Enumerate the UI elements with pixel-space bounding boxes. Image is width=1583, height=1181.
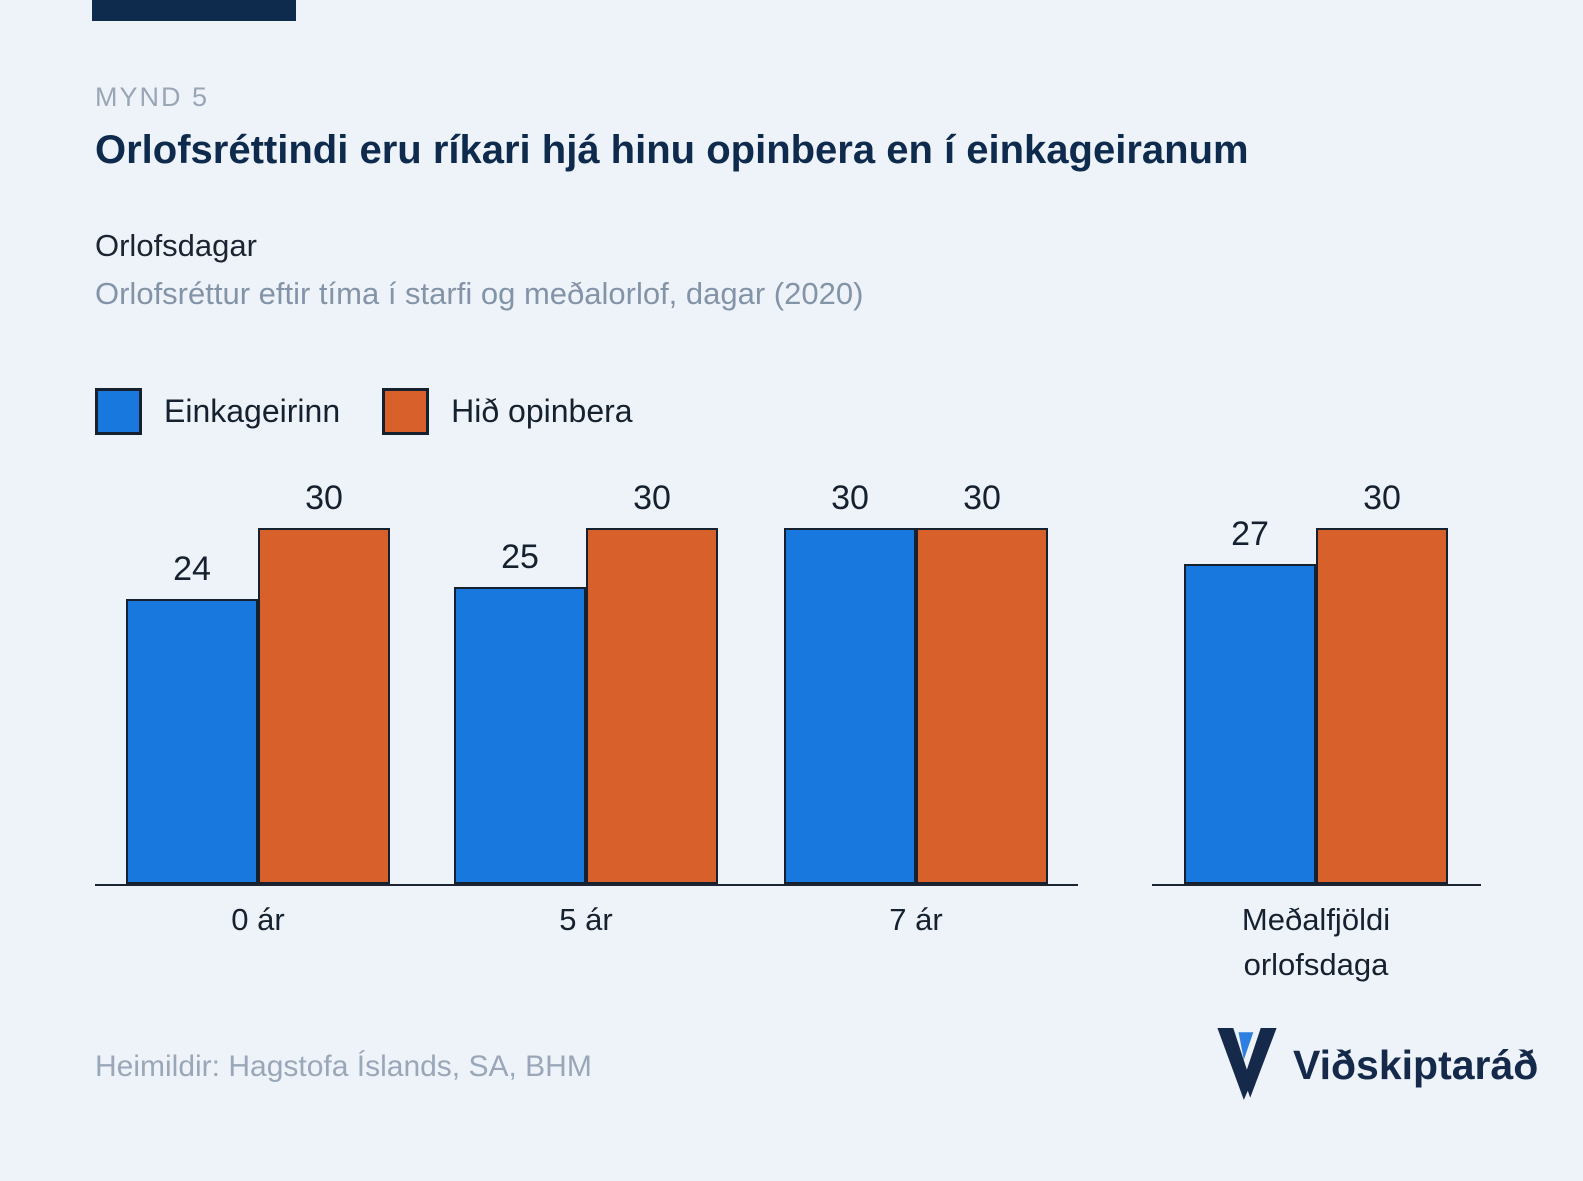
legend-item-private: Einkageirinn (95, 388, 340, 435)
bar (126, 599, 258, 884)
page-title: Orlofsréttindi eru ríkari hjá hinu opinb… (95, 128, 1249, 172)
vidskiptarad-logo-icon (1217, 1028, 1277, 1100)
bar-value-label: 30 (963, 479, 1001, 517)
bar-value-label: 30 (305, 479, 343, 517)
figure-label: MYND 5 (95, 82, 210, 112)
bar (586, 528, 718, 884)
category-label: Meðalfjöldi orlofsdaga (1241, 902, 1391, 982)
bar (454, 587, 586, 884)
logo-text: Viðskiptaráð (1293, 1041, 1539, 1088)
legend-label-private: Einkageirinn (164, 393, 341, 429)
source-note: Heimildir: Hagstofa Íslands, SA, BHM (95, 1050, 592, 1083)
chart-legend: Einkageirinn Hið opinbera (95, 388, 633, 435)
legend-swatch-private (95, 388, 142, 435)
bar-value-label: 24 (173, 550, 211, 588)
category-label: 0 ár (231, 902, 285, 937)
bar-value-label: 25 (501, 538, 539, 576)
legend-item-public: Hið opinbera (382, 388, 633, 435)
category-label: 7 ár (889, 902, 943, 937)
bar (258, 528, 390, 884)
legend-label-public: Hið opinbera (451, 393, 633, 429)
x-axis-line (95, 884, 1078, 886)
bar (1316, 528, 1448, 884)
bar-value-label: 27 (1231, 515, 1269, 553)
bar (916, 528, 1048, 884)
bar (1184, 564, 1316, 884)
bar (784, 528, 916, 884)
legend-swatch-public (382, 388, 430, 435)
bar-value-label: 30 (633, 479, 671, 517)
accent-topbar (92, 0, 296, 21)
bar-value-label: 30 (1363, 479, 1401, 517)
chart-heading: Orlofsdagar (95, 228, 257, 263)
chart-subtitle: Orlofsréttur eftir tíma í starfi og meða… (95, 276, 864, 311)
category-label: 5 ár (559, 902, 613, 937)
brand-logo: Viðskiptaráð (1215, 1028, 1538, 1102)
bar-value-label: 30 (831, 479, 869, 517)
x-axis-line (1152, 884, 1481, 886)
